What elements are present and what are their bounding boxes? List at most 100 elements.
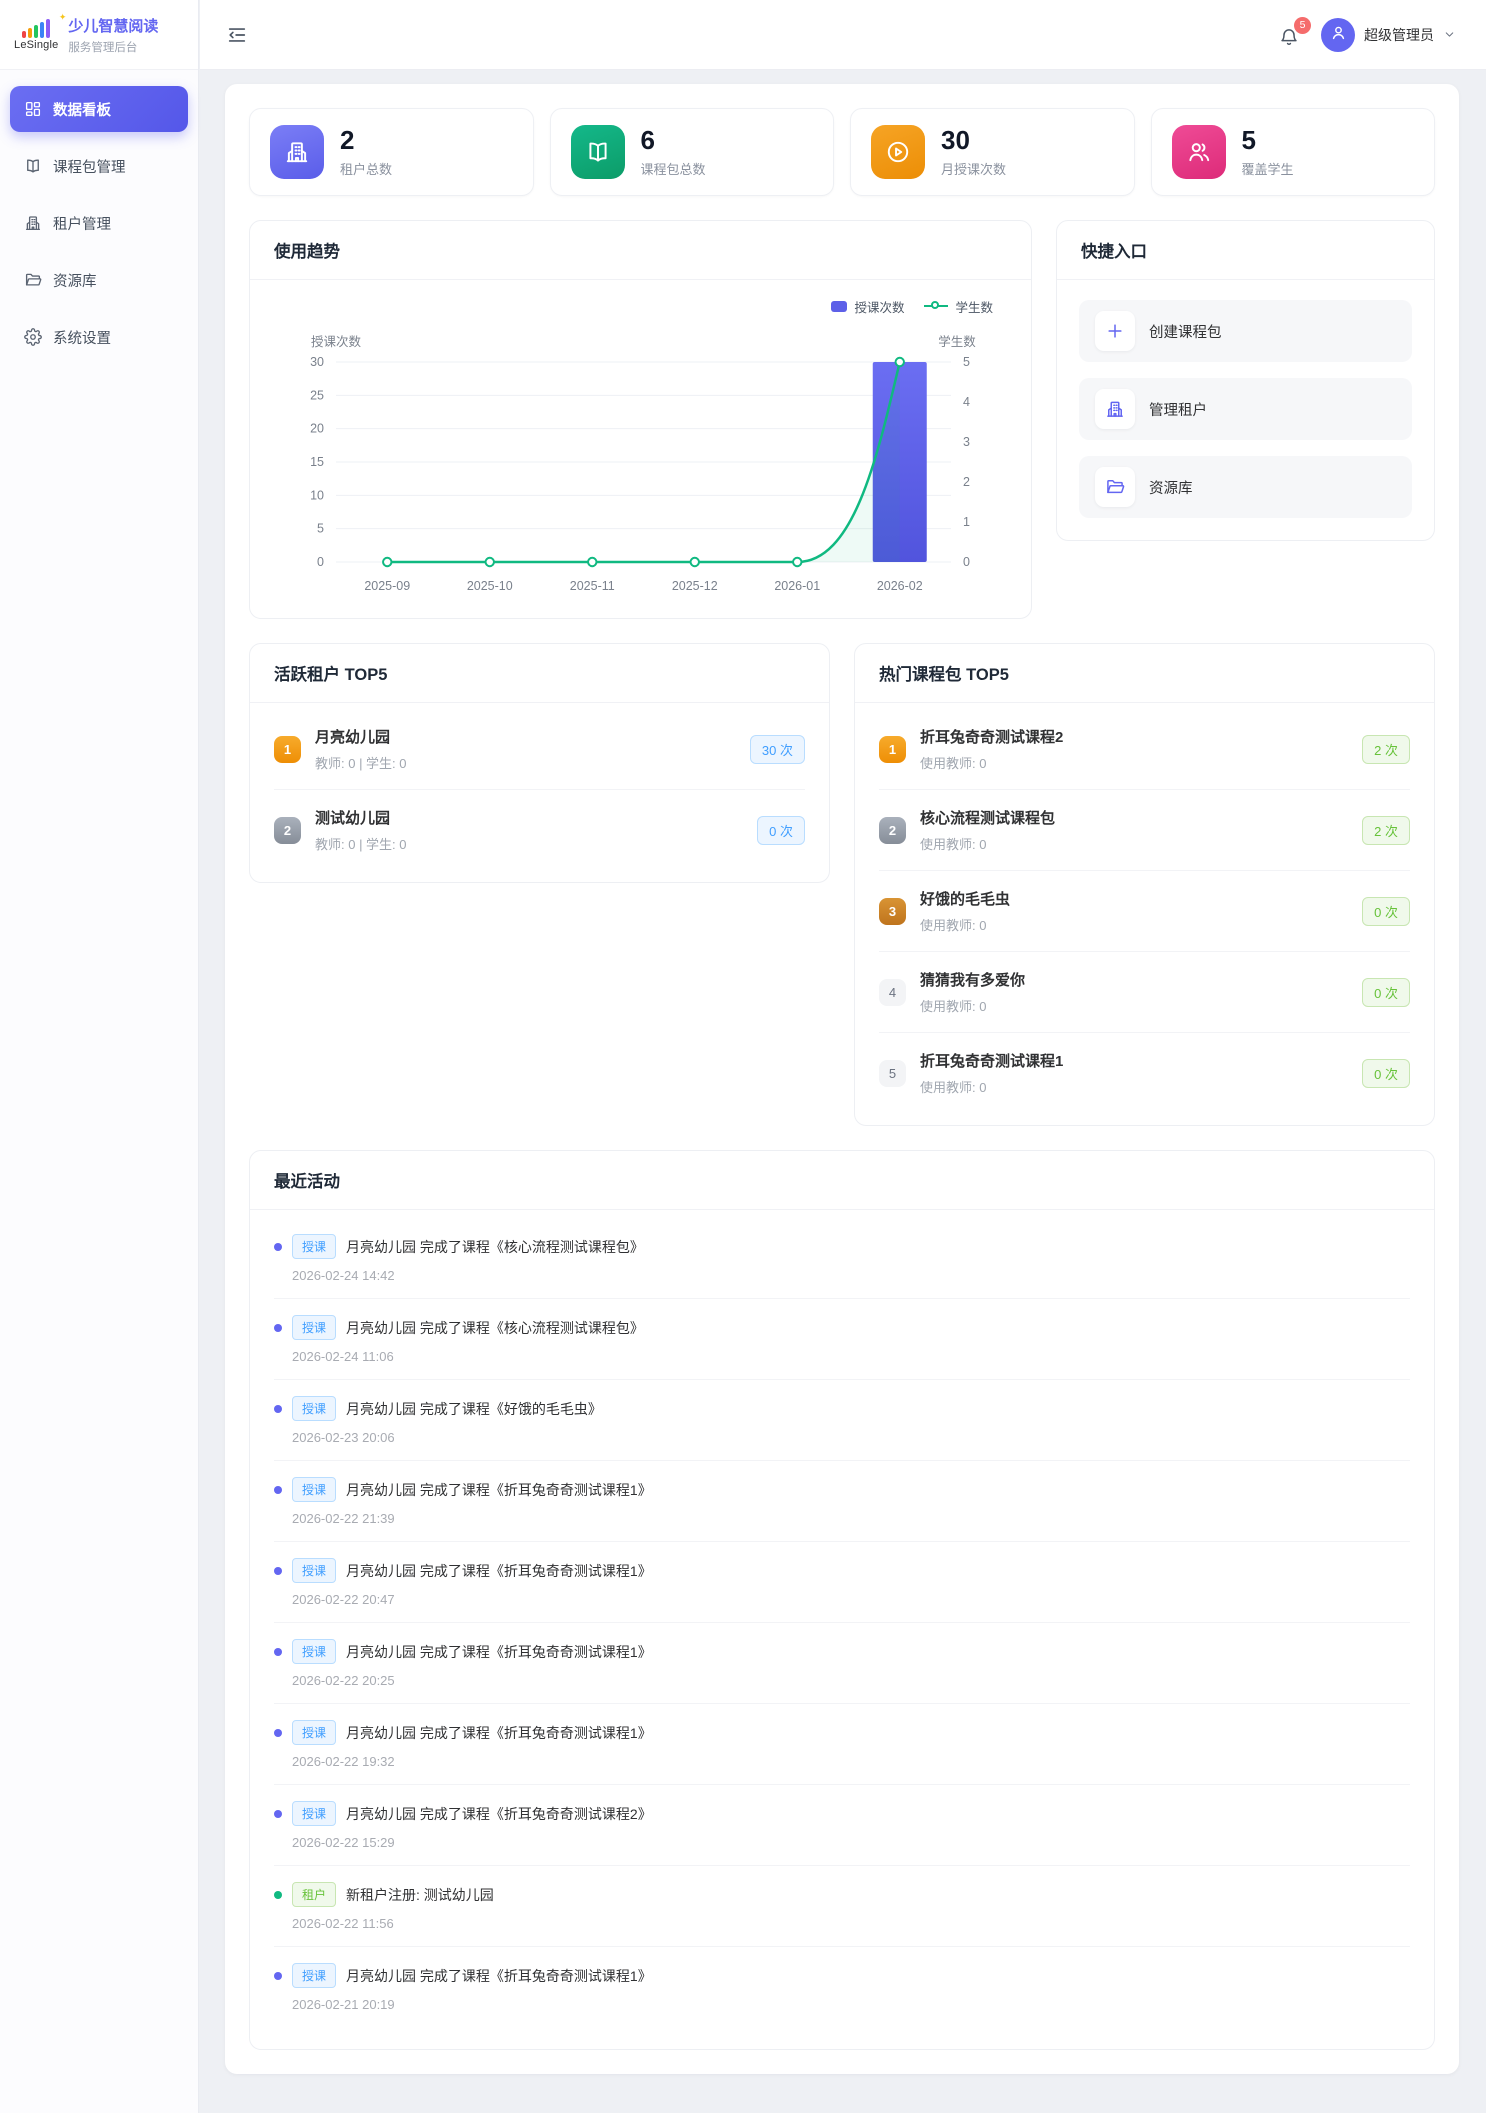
stat-label: 覆盖学生: [1241, 161, 1294, 177]
recent-activity-card: 最近活动 授课 月亮幼儿园 完成了课程《核心流程测试课程包》: [249, 1150, 1435, 2050]
hot-courses-title: 热门课程包 TOP5: [855, 644, 1434, 703]
course-count-badge: 0 次: [1362, 896, 1410, 926]
sidebar-item[interactable]: 租户管理: [10, 200, 188, 246]
svg-text:0: 0: [963, 555, 970, 569]
course-name: 折耳兔奇奇测试课程2: [920, 729, 1064, 746]
course-sub: 使用教师: 0: [920, 1080, 987, 1095]
activity-text: 月亮幼儿园 完成了课程《折耳兔奇奇测试课程1》: [346, 1481, 652, 1498]
activity-row: 租户 新租户注册: 测试幼儿园 2026-02-22 11:56: [274, 1865, 1410, 1946]
tenant-sub: 教师: 0 | 学生: 0: [315, 756, 407, 771]
hot-courses-card: 热门课程包 TOP5 1 折耳兔奇奇测试课程2 使用教师: 0: [854, 643, 1435, 1126]
activity-dot-icon: [274, 1323, 282, 1332]
brand: ✦ LeSingle 少儿智慧阅读 服务管理后台: [0, 0, 198, 70]
stat-meta: 5 覆盖学生: [1242, 126, 1294, 178]
activity-text: 新租户注册: 测试幼儿园: [346, 1886, 494, 1903]
rank-badge: 1: [879, 735, 906, 763]
activity-line: 租户 新租户注册: 测试幼儿园: [274, 1882, 1410, 1907]
svg-text:25: 25: [310, 388, 324, 402]
bell-icon: [1279, 27, 1301, 47]
stats-row: 2 租户总数 6 课程包总数: [249, 108, 1435, 196]
tenant-name: 月亮幼儿园: [315, 729, 391, 746]
notifications-button[interactable]: 5: [1279, 16, 1311, 47]
users-icon: [1171, 125, 1226, 179]
activity-time: 2026-02-22 20:47: [292, 1592, 395, 1607]
svg-text:0: 0: [317, 555, 324, 569]
svg-text:2026-02: 2026-02: [877, 579, 923, 593]
recent-activity-title: 最近活动: [250, 1151, 1434, 1210]
sidebar-item[interactable]: 资源库: [10, 257, 188, 303]
activity-dot-icon: [274, 1404, 282, 1413]
bar-swatch-icon: [831, 300, 848, 312]
tenant-info: 测试幼儿园 教师: 0 | 学生: 0: [315, 807, 743, 853]
gear-icon: [24, 328, 42, 346]
user-icon: [1329, 23, 1348, 47]
tenant-count-badge: 30 次: [749, 734, 805, 764]
quick-entry-item[interactable]: 管理租户: [1079, 378, 1412, 440]
dashboard-panel: 2 租户总数 6 课程包总数: [225, 84, 1459, 2074]
chevron-down-icon: [1443, 28, 1456, 41]
course-count-badge: 0 次: [1362, 1058, 1410, 1088]
svg-text:4: 4: [963, 395, 970, 409]
building-icon: [24, 214, 42, 232]
course-row: 3 好饿的毛毛虫 使用教师: 0 0 次: [879, 870, 1410, 951]
svg-text:30: 30: [310, 355, 324, 369]
quick-entry-label: 资源库: [1149, 480, 1193, 497]
activity-row: 授课 月亮幼儿园 完成了课程《核心流程测试课程包》 2026-02-24 11:…: [274, 1298, 1410, 1379]
activity-time: 2026-02-23 20:06: [292, 1430, 395, 1445]
folder-icon: [24, 271, 42, 289]
avatar: [1321, 17, 1355, 52]
svg-text:授课次数: 授课次数: [311, 334, 362, 349]
logo-bars-icon: [22, 18, 51, 38]
dashboard-icon: [24, 100, 42, 118]
sidebar-item[interactable]: 数据看板: [10, 86, 188, 132]
course-sub: 使用教师: 0: [920, 756, 987, 771]
plus-icon: [1095, 311, 1135, 351]
activity-time: 2026-02-22 11:56: [292, 1916, 394, 1931]
user-menu[interactable]: 超级管理员: [1321, 17, 1456, 52]
notification-badge: 5: [1294, 16, 1311, 34]
rank-badge: 2: [274, 816, 301, 844]
course-name: 核心流程测试课程包: [920, 810, 1056, 827]
svg-text:2025-11: 2025-11: [570, 579, 615, 593]
tenant-count-badge: 0 次: [757, 815, 805, 845]
stat-label: 月授课次数: [941, 161, 1007, 177]
course-name: 好饿的毛毛虫: [920, 891, 1011, 908]
quick-entry-label: 创建课程包: [1149, 324, 1222, 341]
quick-entry-item[interactable]: 创建课程包: [1079, 300, 1412, 362]
legend-item-line[interactable]: 学生数: [924, 297, 993, 316]
activity-dot-icon: [274, 1890, 282, 1899]
svg-text:1: 1: [963, 515, 970, 529]
course-sub: 使用教师: 0: [920, 918, 987, 933]
legend-item-bar[interactable]: 授课次数: [831, 297, 904, 316]
tenant-row: 2 测试幼儿园 教师: 0 | 学生: 0 0 次: [274, 789, 805, 870]
chart-legend: 授课次数 学生数: [274, 296, 1007, 316]
activity-line: 授课 月亮幼儿园 完成了课程《折耳兔奇奇测试课程1》: [274, 1963, 1410, 1988]
quick-entry-item[interactable]: 资源库: [1079, 456, 1412, 518]
activity-dot-icon: [274, 1647, 282, 1656]
book-icon: [570, 125, 625, 179]
activity-tag: 授课: [292, 1477, 337, 1502]
course-info: 好饿的毛毛虫 使用教师: 0: [920, 888, 1348, 934]
sidebar-collapse-button[interactable]: [226, 24, 248, 46]
sidebar-item[interactable]: 课程包管理: [10, 143, 188, 189]
course-name: 折耳兔奇奇测试课程1: [920, 1053, 1064, 1070]
folder-icon: [1095, 467, 1135, 507]
activity-line: 授课 月亮幼儿园 完成了课程《折耳兔奇奇测试课程1》: [274, 1477, 1410, 1502]
hot-courses-list: 1 折耳兔奇奇测试课程2 使用教师: 0 2 次 2: [855, 703, 1434, 1125]
activity-row: 授课 月亮幼儿园 完成了课程《折耳兔奇奇测试课程1》 2026-02-22 20…: [274, 1541, 1410, 1622]
activity-row: 授课 月亮幼儿园 完成了课程《折耳兔奇奇测试课程1》 2026-02-22 19…: [274, 1703, 1410, 1784]
activity-dot-icon: [274, 1971, 282, 1980]
stat-value: 6: [640, 125, 655, 156]
svg-text:2025-09: 2025-09: [364, 579, 410, 593]
activity-dot-icon: [274, 1242, 282, 1251]
activity-tag: 授课: [292, 1558, 337, 1583]
svg-text:2025-10: 2025-10: [467, 579, 513, 593]
book-icon: [24, 157, 42, 175]
activity-row: 授课 月亮幼儿园 完成了课程《折耳兔奇奇测试课程1》 2026-02-22 20…: [274, 1622, 1410, 1703]
quick-entry-card: 快捷入口 创建课程包 管理租户: [1056, 220, 1435, 541]
svg-text:5: 5: [317, 522, 324, 536]
sidebar-item[interactable]: 系统设置: [10, 314, 188, 360]
course-count-badge: 2 次: [1362, 734, 1410, 764]
rank-badge: 3: [879, 897, 906, 925]
stat-meta: 30 月授课次数: [941, 126, 1006, 178]
